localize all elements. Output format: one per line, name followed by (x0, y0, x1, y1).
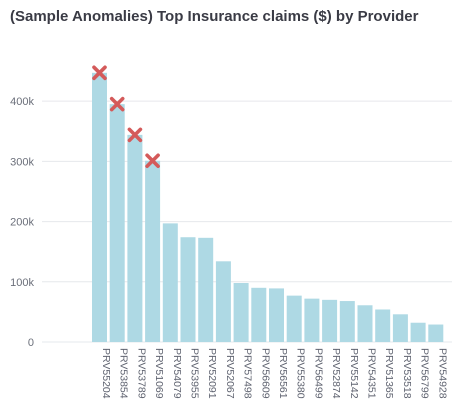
y-tick-label: 300k (10, 156, 34, 168)
x-tick-label: PRV56609 (259, 348, 271, 399)
x-tick-label: PRV56799 (419, 348, 431, 399)
bar[interactable] (109, 104, 125, 343)
bar[interactable] (322, 299, 338, 342)
bar[interactable] (410, 322, 426, 342)
bar[interactable] (304, 298, 320, 342)
bar[interactable] (375, 309, 391, 342)
x-tick-label: PRV52091 (206, 348, 218, 399)
bar[interactable] (286, 295, 302, 342)
bar[interactable] (428, 324, 444, 342)
bar[interactable] (92, 72, 107, 343)
bar[interactable] (127, 134, 143, 342)
x-tick-label: PRV54079 (171, 348, 183, 399)
x-tick-label: PRV56499 (312, 348, 324, 399)
x-tick-label: PRV53955 (189, 348, 201, 399)
y-tick-label: 0 (28, 337, 34, 349)
x-tick-label: PRV51069 (153, 348, 165, 399)
anomaly-markers (92, 65, 160, 169)
x-tick-label: PRV55204 (100, 348, 112, 399)
bars (92, 72, 444, 343)
x-tick-label: PRV54351 (366, 348, 378, 399)
anomaly-x-mark (127, 127, 143, 143)
bar[interactable] (198, 237, 214, 342)
bar[interactable] (162, 223, 178, 342)
x-axis-labels: PRV55204 PRV53854 PRV53789 PRV51069 PRV54079… (100, 348, 448, 399)
x-tick-label: PRV52874 (330, 348, 342, 399)
bar[interactable] (357, 305, 373, 342)
x-tick-label: PRV53518 (401, 348, 413, 399)
y-axis-ticks: 0 100k 200k 300k 400k (10, 96, 34, 349)
bar[interactable] (269, 288, 284, 342)
y-tick-label: 400k (10, 96, 34, 108)
bar[interactable] (180, 237, 196, 342)
bar[interactable] (251, 287, 267, 342)
bar[interactable] (145, 160, 161, 342)
x-tick-label: PRV55380 (295, 348, 307, 399)
bar[interactable] (339, 301, 355, 342)
chart-title: (Sample Anomalies) Top Insurance claims … (10, 8, 419, 25)
x-tick-label: PRV57498 (242, 348, 254, 399)
bar[interactable] (215, 261, 231, 342)
anomaly-x-mark (145, 153, 160, 169)
x-tick-label: PRV53789 (135, 348, 147, 399)
x-tick-label: PRV55142 (348, 348, 360, 399)
bar[interactable] (392, 314, 408, 342)
x-tick-label: PRV54928 (436, 348, 448, 399)
x-tick-label: PRV53854 (118, 348, 130, 399)
anomaly-x-mark (109, 96, 125, 112)
y-tick-label: 200k (10, 217, 34, 229)
x-tick-label: PRV52067 (224, 348, 236, 399)
y-tick-label: 100k (10, 277, 34, 289)
anomaly-x-mark (92, 65, 107, 81)
x-tick-label: PRV56561 (277, 348, 289, 399)
bar[interactable] (233, 282, 249, 342)
x-tick-label: PRV51365 (383, 348, 395, 399)
